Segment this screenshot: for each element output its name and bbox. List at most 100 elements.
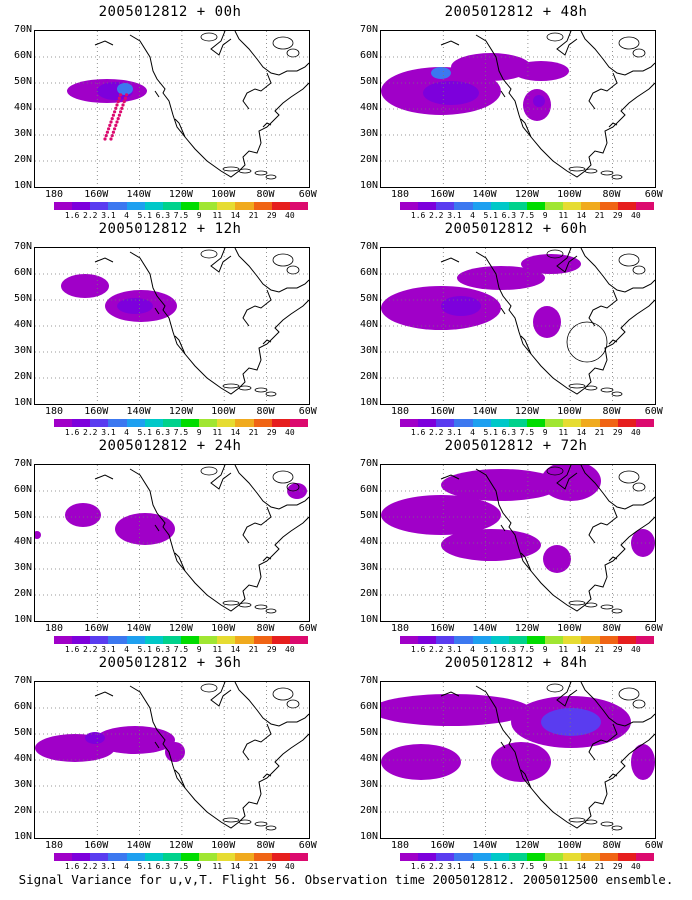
island-outline <box>632 482 646 492</box>
colorbar-swatch <box>199 419 218 427</box>
island-outline <box>272 253 294 267</box>
island-outline <box>600 387 614 393</box>
island-outline <box>618 253 640 267</box>
lon-label: 160W <box>84 623 109 634</box>
panel-12h: 2005012812 + 12h 70N 60N 50N 40N 30N 20N 10N 18… <box>0 217 340 437</box>
variance-contour <box>491 742 551 782</box>
colorbar-swatch <box>108 636 127 644</box>
island-outline <box>222 817 240 823</box>
lat-label: 40N <box>359 753 378 764</box>
colorbar-label: 2.2 <box>429 428 444 437</box>
island-outline <box>568 383 586 389</box>
lat-label: 50N <box>359 727 378 738</box>
colorbar-swatch <box>217 853 236 861</box>
lon-label: 140W <box>472 840 497 851</box>
colorbar-label: 4 <box>470 211 475 220</box>
colorbar-label: 7.5 <box>519 211 535 220</box>
lat-label: 10N <box>359 831 378 842</box>
colorbar-swatch <box>72 636 91 644</box>
colorbar-label: 3.1 <box>101 645 116 654</box>
colorbar-label: 4 <box>124 211 129 220</box>
lat-label: 40N <box>13 102 32 113</box>
panel-title: 2005012812 + 72h <box>444 438 588 454</box>
variance-contour <box>543 545 571 573</box>
island-outline <box>265 391 277 397</box>
colorbar-swatch <box>581 853 600 861</box>
colorbar-label: 3.1 <box>447 211 462 220</box>
lat-label: 10N <box>13 831 32 842</box>
colorbar-swatch <box>72 853 91 861</box>
figure-caption: Signal Variance for u,v,T. Flight 56. Ob… <box>18 872 674 887</box>
map-svg <box>381 682 655 838</box>
lon-label: 160W <box>430 623 455 634</box>
colorbar-label: 6.3 <box>155 428 171 437</box>
island-outline <box>618 470 640 484</box>
colorbar-label: 29 <box>612 645 623 654</box>
lon-label: 60W <box>644 623 663 634</box>
colorbar-label: 11 <box>558 862 569 871</box>
colorbar-swatch <box>289 202 308 210</box>
lat-label: 60N <box>13 484 32 495</box>
island-outline <box>632 48 646 58</box>
map-area <box>380 464 656 622</box>
lon-label: 80W <box>602 406 621 417</box>
island-outline <box>254 387 268 393</box>
lat-label: 70N <box>359 241 378 252</box>
map-svg <box>35 682 309 838</box>
colorbar-label: 2.2 <box>429 645 444 654</box>
colorbar-swatch <box>472 419 491 427</box>
flight-track-point <box>114 123 118 127</box>
lon-label: 80W <box>256 840 275 851</box>
lat-label: 40N <box>359 319 378 330</box>
colorbar-label: 9 <box>542 862 548 871</box>
lon-label: 180 <box>390 406 410 417</box>
flight-track-point <box>110 134 114 138</box>
panel-84h: 2005012812 + 84h 70N 60N 50N 40N 30N 20N 10N 18… <box>346 651 686 871</box>
island-outline <box>222 383 240 389</box>
colorbar <box>400 419 654 427</box>
colorbar-label: 9 <box>542 645 548 654</box>
colorbar-swatch <box>235 636 254 644</box>
lat-label: 70N <box>359 24 378 35</box>
lat-label: 30N <box>13 562 32 573</box>
colorbar-label: 7.5 <box>173 428 189 437</box>
lon-label: 120W <box>168 623 193 634</box>
lon-label: 100W <box>557 623 582 634</box>
lon-label: 100W <box>211 406 236 417</box>
lat-label: 40N <box>13 319 32 330</box>
colorbar-swatch <box>199 853 218 861</box>
colorbar-swatch <box>436 419 455 427</box>
lat-label: 70N <box>13 241 32 252</box>
flight-track-point <box>113 127 117 131</box>
flight-track-point <box>109 137 113 141</box>
variance-contour <box>441 529 541 561</box>
colorbar-label: 1.6 <box>64 428 80 437</box>
variance-contour <box>457 266 545 290</box>
colorbar-label: 2.2 <box>83 645 98 654</box>
panel-36h: 2005012812 + 36h 70N 60N 50N 40N 30N 20N 10N 18… <box>0 651 340 871</box>
colorbar-swatch <box>635 853 654 861</box>
island-outline <box>546 249 564 259</box>
colorbar-swatch <box>400 636 419 644</box>
lat-label: 70N <box>359 675 378 686</box>
colorbar-swatch <box>253 853 272 861</box>
colorbar-swatch <box>472 853 491 861</box>
lat-label: 30N <box>359 345 378 356</box>
lon-label: 180 <box>390 623 410 634</box>
lon-label: 80W <box>602 189 621 200</box>
colorbar <box>54 419 308 427</box>
colorbar-label: 40 <box>631 428 641 437</box>
lat-label: 50N <box>13 293 32 304</box>
flight-track-point <box>114 106 118 110</box>
island-outline <box>632 699 646 709</box>
colorbar-label: 5.1 <box>137 645 152 654</box>
island-outline <box>611 391 623 397</box>
colorbar-label: 40 <box>285 862 295 871</box>
island-outline <box>568 166 586 172</box>
lon-label: 180 <box>44 189 64 200</box>
lat-label: 30N <box>359 128 378 139</box>
island-outline <box>222 166 240 172</box>
colorbar-label: 40 <box>285 645 295 654</box>
colorbar-label: 14 <box>576 645 587 654</box>
colorbar-label: 6.3 <box>155 862 171 871</box>
